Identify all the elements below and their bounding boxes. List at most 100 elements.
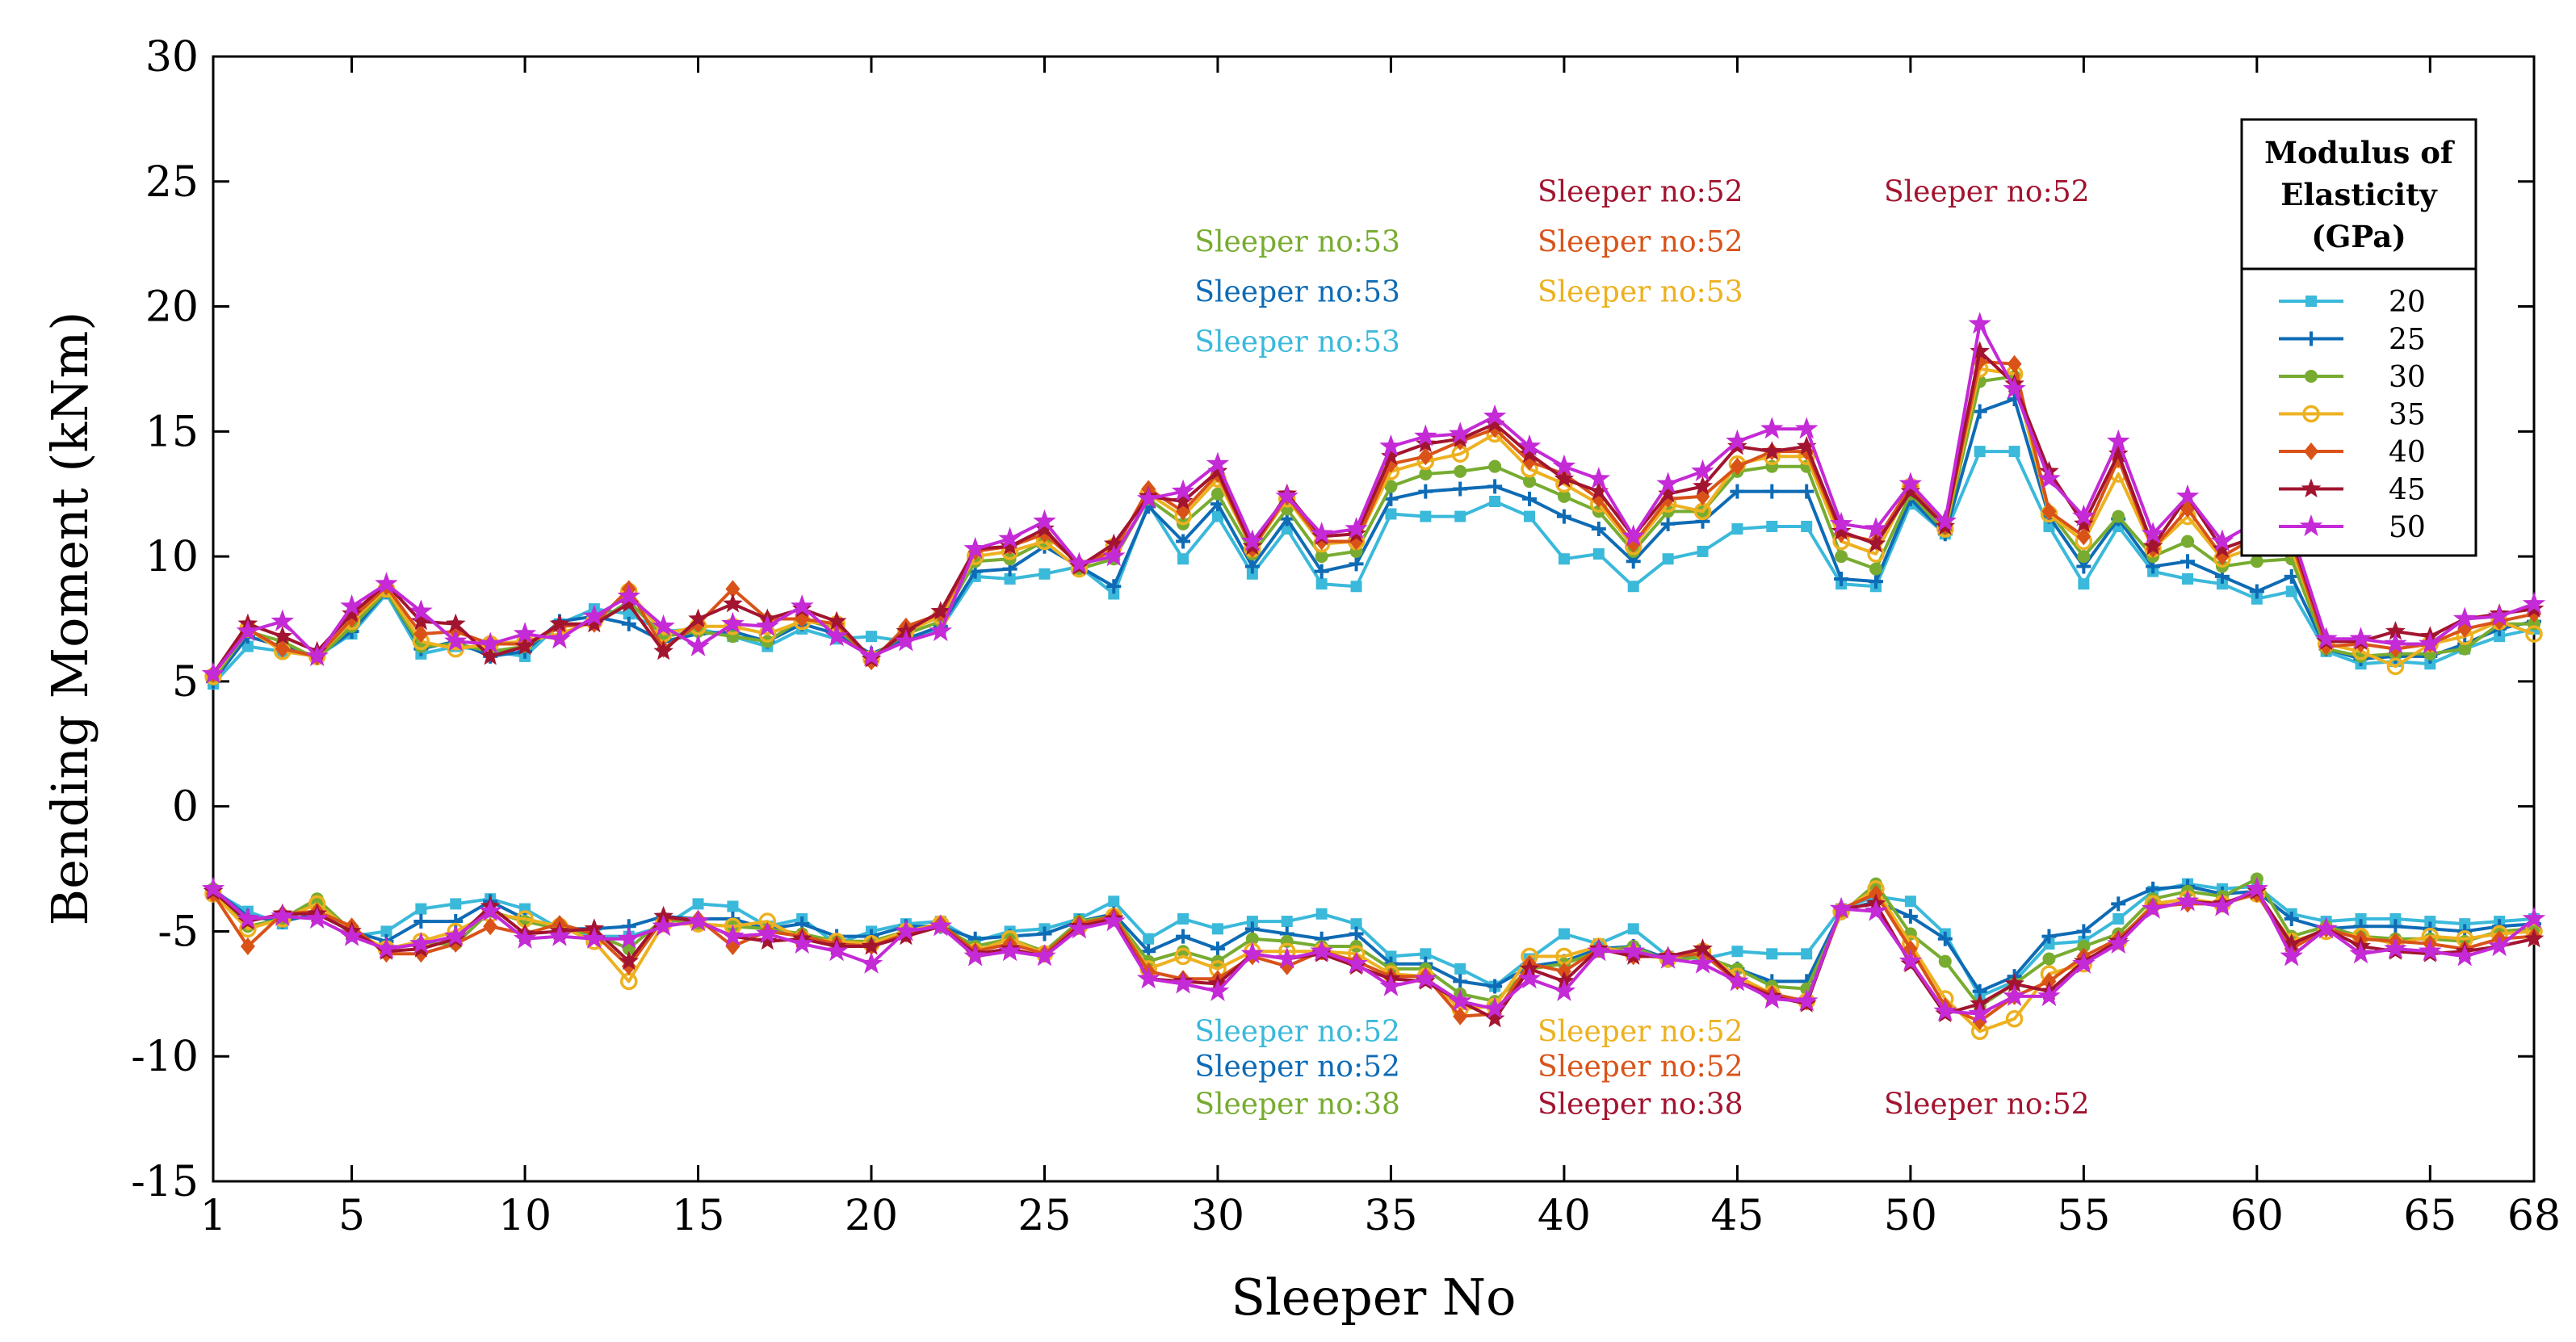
data-point (1246, 916, 1258, 928)
legend-label: 30 (2389, 361, 2426, 394)
data-point (623, 608, 635, 620)
legend-entries: 20 25 30 35 40 45 50 (2279, 286, 2426, 544)
data-point (450, 898, 462, 910)
data-point (1037, 926, 1052, 941)
data-point (1177, 912, 1189, 925)
data-point (1487, 979, 1503, 994)
data-point (1240, 941, 1265, 964)
data-point (2525, 625, 2543, 643)
x-axis-ticks: 1 5 10 15 20 25 30 35 40 45 50 55 60 65 68 (199, 57, 2561, 1240)
data-point (2112, 912, 2125, 925)
data-point (1414, 967, 1437, 989)
data-point (1420, 948, 1432, 960)
data-point (1660, 516, 1676, 531)
data-point (1938, 954, 1952, 968)
data-point (1552, 454, 1576, 476)
data-point (1937, 931, 1953, 946)
x-tick-label: 20 (845, 1192, 898, 1240)
data-point (548, 924, 572, 946)
data-point (621, 616, 636, 631)
data-point (930, 601, 951, 620)
legend-marker (2299, 514, 2323, 537)
legend-label: 50 (2389, 511, 2426, 544)
annotation-label: Sleeper no:53 (1194, 325, 1400, 359)
data-point (2005, 1010, 2024, 1028)
data-point (380, 925, 392, 937)
data-point (1275, 946, 1298, 969)
data-point (2285, 585, 2297, 598)
data-point (2459, 918, 2471, 930)
data-point (549, 613, 570, 633)
x-tick-label: 65 (2403, 1192, 2456, 1240)
data-point (1801, 520, 1813, 532)
data-point (548, 627, 572, 649)
data-point (1730, 457, 1745, 476)
y-tick-label: -5 (157, 908, 199, 956)
x-tick-label: 55 (2057, 1192, 2110, 1240)
data-point (1831, 521, 1852, 540)
data-point (1869, 877, 1882, 891)
data-point (826, 610, 847, 631)
data-point (1210, 941, 1225, 957)
data-point (2524, 928, 2545, 948)
data-point (1519, 443, 1540, 463)
data-point (617, 926, 640, 949)
data-point (1662, 553, 1674, 565)
y-axis-ticks: -15 -10 -5 0 5 10 15 20 25 30 (131, 33, 2534, 1206)
legend-label: 40 (2389, 436, 2426, 469)
data-point (1419, 467, 1433, 480)
data-point (1103, 533, 1124, 553)
data-point (1523, 475, 1537, 489)
data-point (1898, 949, 1923, 971)
data-point (1592, 548, 1605, 560)
data-point (1517, 967, 1542, 989)
data-point (1275, 484, 1298, 506)
x-tick-label: 40 (1538, 1192, 1591, 1240)
data-point (963, 944, 987, 967)
data-point (1864, 899, 1888, 921)
data-point (2212, 538, 2233, 558)
data-point (275, 640, 290, 658)
data-point (652, 614, 675, 636)
legend-entry-40: 40 (2279, 436, 2426, 469)
data-point (1246, 568, 1258, 580)
data-point (1385, 950, 1397, 962)
data-point (1869, 562, 1882, 576)
data-point (2107, 931, 2130, 954)
data-point (1171, 479, 1195, 501)
data-point (1350, 581, 1362, 593)
x-tick-label: 68 (2507, 1192, 2561, 1240)
legend-label: 35 (2389, 399, 2426, 432)
x-tick-label: 45 (1710, 1192, 1764, 1240)
y-tick-label: -10 (131, 1033, 199, 1081)
data-point (1207, 460, 1228, 480)
data-point (1449, 421, 1472, 444)
data-point (2314, 916, 2338, 939)
legend-marker (2302, 405, 2320, 423)
x-tick-label: 35 (1364, 1192, 1417, 1240)
data-point (861, 936, 882, 955)
data-point (1487, 479, 1503, 494)
data-point (480, 645, 501, 665)
data-point (582, 926, 606, 949)
data-point (1414, 424, 1437, 447)
data-point (1102, 909, 1126, 932)
data-point (1171, 971, 1195, 994)
data-point (582, 604, 606, 627)
data-point (1766, 948, 1778, 960)
data-point (1697, 545, 1709, 557)
data-point (1591, 522, 1606, 537)
data-point (791, 594, 814, 617)
data-point (1310, 522, 1333, 544)
data-point (2245, 876, 2269, 899)
data-point (2072, 504, 2096, 526)
data-point (1345, 517, 1368, 539)
data-point (445, 613, 466, 633)
data-point (1383, 491, 1399, 506)
data-point (1726, 429, 1749, 451)
data-point (1136, 486, 1160, 509)
data-point (1731, 946, 1743, 958)
data-point (1484, 1008, 1505, 1028)
data-point (1106, 579, 1122, 594)
